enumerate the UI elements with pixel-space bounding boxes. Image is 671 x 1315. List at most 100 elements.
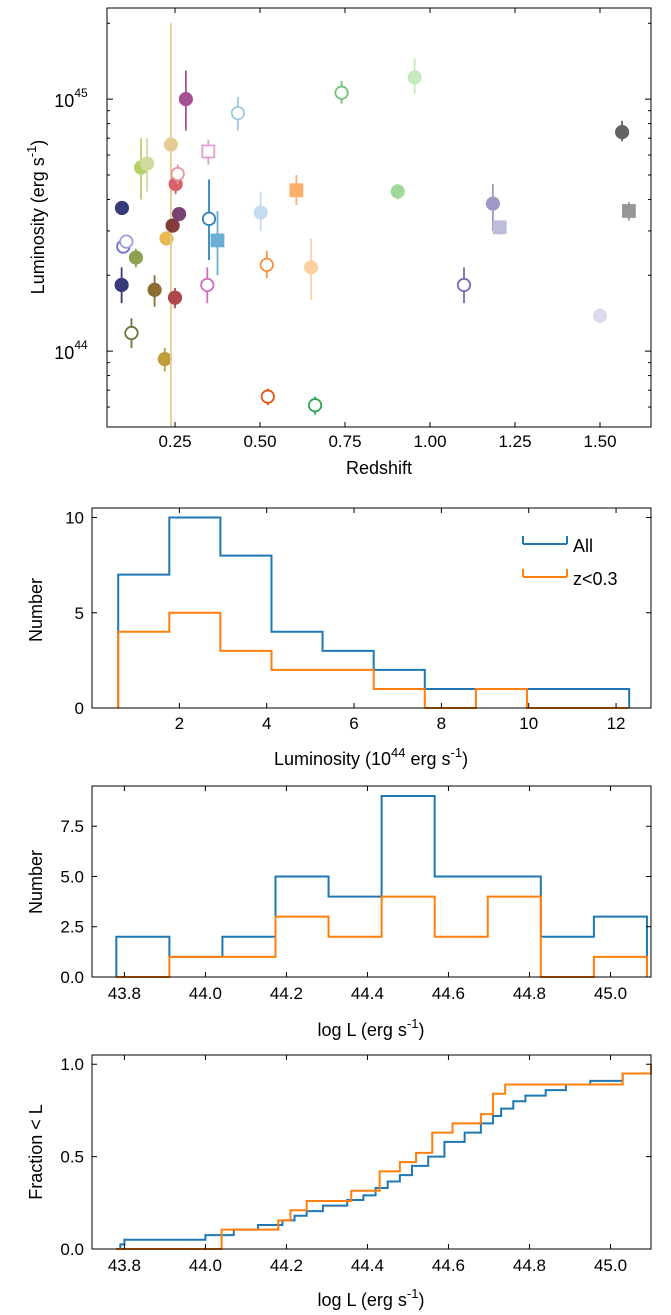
y-tick-label: 1044 bbox=[54, 338, 88, 363]
p2-x-axis-label: Luminosity (1044 erg s-1) bbox=[274, 745, 468, 769]
x-tick-label: 1.00 bbox=[413, 432, 446, 451]
panel-luminosity-vs-redshift: 0.25 0.50 0.75 1.00 1.25 1.50 1044 1045 Redshi… bbox=[24, 7, 652, 478]
x-tick-label: 1.50 bbox=[583, 432, 616, 451]
data-point-square bbox=[289, 183, 304, 198]
cdf-series bbox=[116, 1064, 652, 1250]
data-point-circle bbox=[307, 398, 323, 413]
p3-x-axis-label: log L (erg s-1) bbox=[318, 1016, 425, 1040]
x-tick-label: 44.6 bbox=[432, 1256, 465, 1275]
data-point-circle bbox=[456, 277, 472, 293]
x-tick-label: 0.25 bbox=[158, 432, 191, 451]
data-point-circle bbox=[230, 106, 245, 121]
x-tick-label: 45.0 bbox=[594, 1256, 627, 1275]
data-point-circle bbox=[390, 184, 405, 199]
p4-axes-frame bbox=[91, 1054, 652, 1250]
histogram-series bbox=[115, 795, 648, 977]
data-point-circle bbox=[147, 282, 162, 297]
x-tick-label: 43.8 bbox=[108, 984, 141, 1003]
data-point-circle bbox=[200, 277, 215, 293]
x-tick-label: 44.8 bbox=[513, 984, 546, 1003]
p1-x-ticks: 0.25 0.50 0.75 1.00 1.25 1.50 bbox=[158, 8, 617, 451]
p4-y-axis-label: Fraction < L bbox=[26, 1104, 46, 1200]
data-point-circle bbox=[171, 206, 187, 222]
p1-x-axis-label: Redshift bbox=[346, 458, 412, 478]
y-tick-label: 5.0 bbox=[60, 867, 84, 886]
p3-x-ticks: 43.8 44.0 44.2 44.4 44.6 44.8 45.0 bbox=[108, 786, 627, 1003]
p3-axes-frame bbox=[91, 785, 652, 978]
y-tick-label: 5 bbox=[75, 604, 84, 623]
legend-label-z03: z<0.3 bbox=[573, 569, 618, 589]
p2-x-ticks: 2 4 6 8 10 12 bbox=[175, 508, 626, 733]
data-point-square bbox=[201, 144, 216, 159]
data-point-circle bbox=[170, 166, 185, 182]
y-tick-label: 0.0 bbox=[60, 968, 84, 987]
p3-marks bbox=[115, 795, 648, 978]
y-tick-label: 1.0 bbox=[60, 1055, 84, 1074]
data-point-circle bbox=[114, 277, 129, 293]
data-point-circle bbox=[614, 125, 630, 140]
p2-legend: All z<0.3 bbox=[522, 536, 618, 589]
data-point-circle bbox=[178, 92, 193, 107]
p3-y-axis-label: Number bbox=[26, 850, 46, 914]
p2-marks bbox=[117, 516, 631, 709]
data-point-circle bbox=[167, 290, 183, 305]
data-point-circle bbox=[592, 308, 608, 323]
x-tick-label: 6 bbox=[349, 714, 358, 733]
x-tick-label: 44.0 bbox=[189, 984, 222, 1003]
data-point-circle bbox=[119, 234, 134, 249]
y-tick-label: 0.0 bbox=[60, 1240, 84, 1259]
y-tick-label: 1045 bbox=[54, 86, 88, 111]
data-point-circle bbox=[114, 200, 130, 216]
y-tick-label: 10 bbox=[65, 509, 84, 528]
x-tick-label: 0.75 bbox=[328, 432, 361, 451]
x-tick-label: 0.50 bbox=[243, 432, 276, 451]
data-point-circle bbox=[128, 250, 143, 265]
cdf-series bbox=[116, 1064, 652, 1250]
data-point-circle bbox=[157, 351, 172, 367]
data-point-circle bbox=[140, 156, 155, 171]
histogram-series bbox=[117, 611, 630, 709]
p4-marks bbox=[116, 1064, 652, 1250]
x-tick-label: 44.6 bbox=[432, 984, 465, 1003]
x-tick-label: 44.2 bbox=[270, 984, 303, 1003]
x-tick-label: 1.25 bbox=[498, 432, 531, 451]
y-tick-label: 0.5 bbox=[60, 1148, 84, 1167]
p4-x-axis-label: log L (erg s-1) bbox=[318, 1286, 425, 1310]
x-tick-label: 44.4 bbox=[351, 984, 384, 1003]
x-tick-label: 8 bbox=[437, 714, 446, 733]
data-point-circle bbox=[163, 137, 179, 152]
x-tick-label: 2 bbox=[175, 714, 184, 733]
data-point-square bbox=[622, 204, 636, 218]
p1-marks bbox=[114, 23, 636, 427]
data-point-circle bbox=[303, 260, 319, 275]
data-point-circle bbox=[253, 205, 268, 220]
p2-y-ticks: 0 5 10 bbox=[65, 509, 651, 718]
p2-y-axis-label: Number bbox=[26, 578, 46, 642]
data-point-circle bbox=[334, 85, 349, 100]
data-point-circle bbox=[165, 218, 180, 233]
p2-axes-frame bbox=[91, 507, 652, 709]
panel-cumulative-fraction: 43.8 44.0 44.2 44.4 44.6 44.8 45.0 0.0 0.5 1.0 l… bbox=[26, 1054, 652, 1310]
data-point-circle bbox=[260, 389, 275, 404]
data-point-circle bbox=[485, 196, 500, 211]
x-tick-label: 12 bbox=[607, 714, 626, 733]
data-point-square bbox=[210, 233, 225, 248]
panel-logL-histogram: 43.8 44.0 44.2 44.4 44.6 44.8 45.0 0.0 2.5 5.0 7.… bbox=[26, 785, 652, 1040]
x-tick-label: 44.0 bbox=[189, 1256, 222, 1275]
legend-label-all: All bbox=[573, 536, 593, 556]
x-tick-label: 44.8 bbox=[513, 1256, 546, 1275]
p1-y-ticks: 1044 1045 bbox=[54, 22, 651, 408]
data-point-square bbox=[492, 220, 507, 235]
y-tick-label: 7.5 bbox=[60, 817, 84, 836]
p4-y-ticks: 0.0 0.5 1.0 bbox=[60, 1055, 651, 1259]
p3-y-ticks: 0.0 2.5 5.0 7.5 bbox=[60, 817, 651, 987]
x-tick-label: 43.8 bbox=[108, 1256, 141, 1275]
y-tick-label: 2.5 bbox=[60, 918, 84, 937]
y-tick-label: 0 bbox=[75, 699, 84, 718]
panel-luminosity-histogram: 2 4 6 8 10 12 0 5 10 All z<0.3 Luminosity (1044… bbox=[26, 507, 652, 769]
data-point-circle bbox=[159, 231, 174, 246]
data-point-circle bbox=[407, 70, 422, 85]
x-tick-label: 44.2 bbox=[270, 1256, 303, 1275]
p4-x-ticks: 43.8 44.0 44.2 44.4 44.6 44.8 45.0 bbox=[108, 1055, 627, 1275]
